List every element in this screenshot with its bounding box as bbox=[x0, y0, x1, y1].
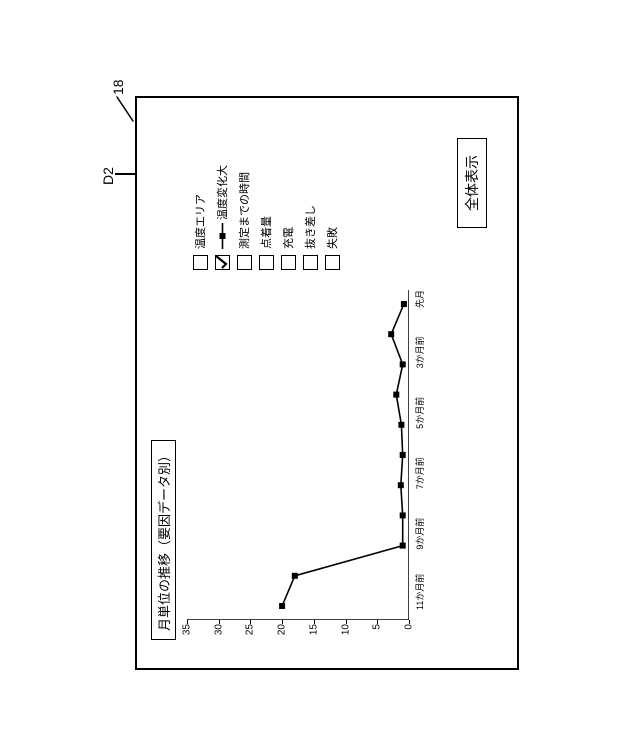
figure-ref-d2-leader bbox=[115, 173, 137, 175]
legend-checkbox[interactable] bbox=[259, 255, 274, 270]
legend: 温度エリア温度変化大測定までの時間点着量充電抜き差し失敗 bbox=[189, 165, 343, 270]
y-tick-label: 5 bbox=[372, 624, 383, 630]
legend-checkbox[interactable] bbox=[281, 255, 296, 270]
legend-checkbox[interactable] bbox=[237, 255, 252, 270]
legend-label: 抜き差し bbox=[302, 205, 318, 249]
legend-item[interactable]: 充電 bbox=[277, 165, 299, 270]
x-tick-label: 7か月前 bbox=[413, 457, 426, 489]
legend-item[interactable]: 点着量 bbox=[255, 165, 277, 270]
figure-ref-18: 18 bbox=[110, 79, 126, 95]
legend-item[interactable]: 抜き差し bbox=[299, 165, 321, 270]
legend-series-glyph bbox=[216, 223, 229, 249]
legend-item[interactable]: 失敗 bbox=[321, 165, 343, 270]
legend-item[interactable]: 測定までの時間 bbox=[233, 165, 255, 270]
y-tick-label: 15 bbox=[308, 624, 319, 635]
legend-checkbox[interactable] bbox=[215, 255, 230, 270]
legend-checkbox[interactable] bbox=[303, 255, 318, 270]
y-tick-label: 0 bbox=[404, 624, 415, 630]
show-all-button[interactable]: 全体表示 bbox=[457, 138, 487, 228]
legend-item[interactable]: 温度エリア bbox=[189, 165, 211, 270]
x-tick-label: 9か月前 bbox=[413, 518, 426, 550]
legend-checkbox[interactable] bbox=[193, 255, 208, 270]
legend-label: 充電 bbox=[280, 227, 296, 249]
y-tick-label: 30 bbox=[213, 624, 224, 635]
x-tick-label: 先月 bbox=[413, 290, 426, 308]
line-chart: 05101520253035 11か月前9か月前7か月前5か月前3か月前先月 bbox=[187, 290, 409, 620]
y-tick-label: 10 bbox=[340, 624, 351, 635]
y-tick-label: 25 bbox=[245, 624, 256, 635]
legend-label: 温度エリア bbox=[192, 194, 208, 249]
x-tick-label: 3か月前 bbox=[413, 336, 426, 368]
x-tick-label: 5か月前 bbox=[413, 397, 426, 429]
figure-ref-18-leader bbox=[105, 95, 135, 125]
y-tick-label: 20 bbox=[277, 624, 288, 635]
chart-plot bbox=[187, 290, 409, 620]
legend-label: 温度変化大 bbox=[214, 165, 230, 220]
x-tick-label: 11か月前 bbox=[413, 574, 426, 610]
legend-label: 測定までの時間 bbox=[236, 172, 252, 249]
panel-title: 月単位の推移（要因データ別） bbox=[151, 440, 176, 640]
legend-checkbox[interactable] bbox=[325, 255, 340, 270]
figure-ref-d2: D2 bbox=[100, 167, 116, 185]
legend-label: 失敗 bbox=[324, 227, 340, 249]
legend-label: 点着量 bbox=[258, 216, 274, 249]
y-tick-label: 35 bbox=[182, 624, 193, 635]
chart-panel: 月単位の推移（要因データ別） 05101520253035 11か月前9か月前7… bbox=[135, 96, 519, 670]
legend-item[interactable]: 温度変化大 bbox=[211, 165, 233, 270]
